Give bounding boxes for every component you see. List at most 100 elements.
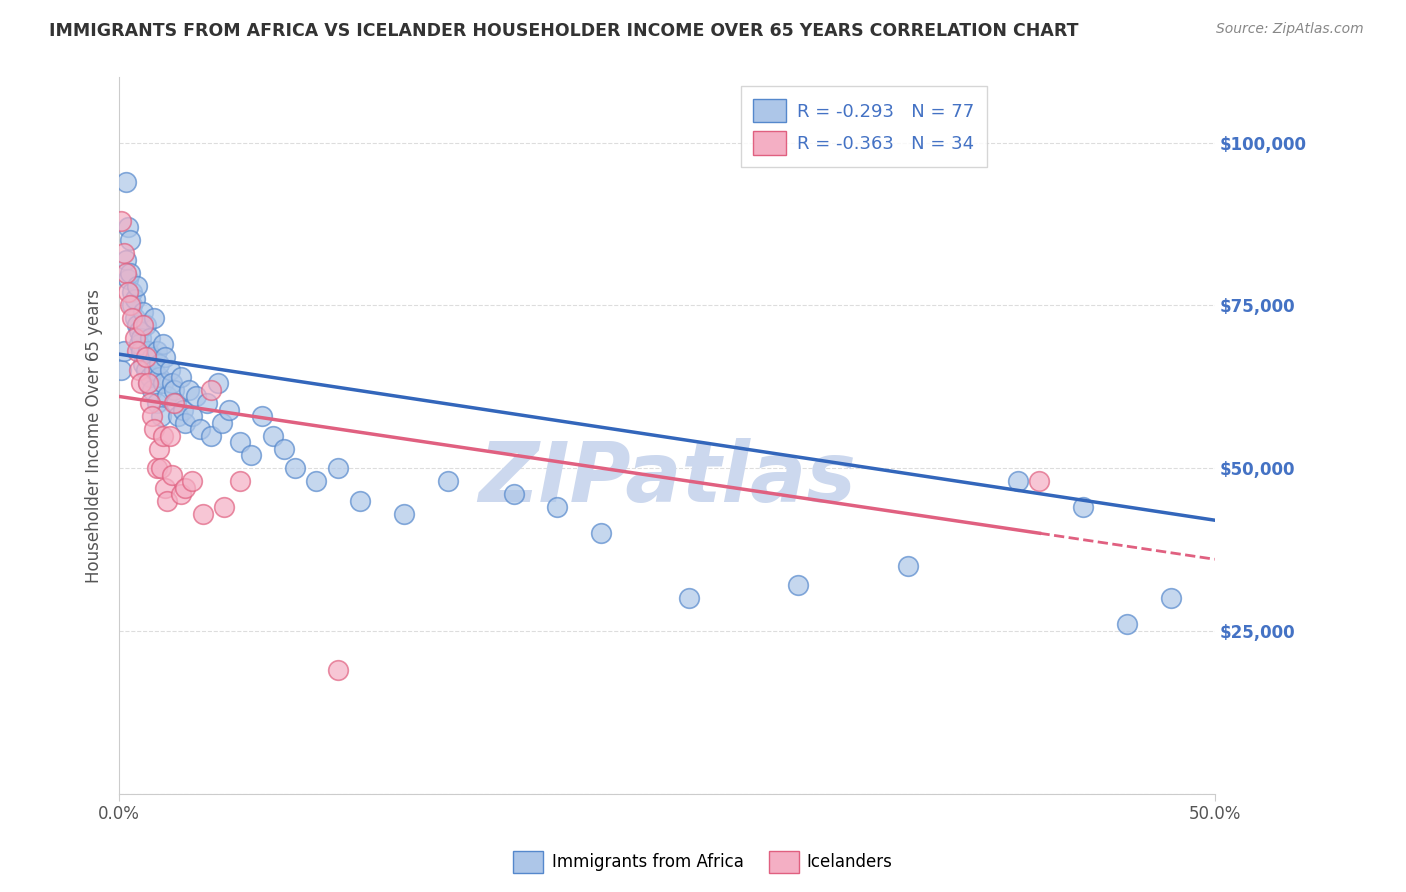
Point bbox=[148, 442, 170, 456]
Point bbox=[143, 422, 166, 436]
Point bbox=[117, 220, 139, 235]
Point bbox=[169, 370, 191, 384]
Point bbox=[159, 428, 181, 442]
Point bbox=[591, 526, 613, 541]
Point bbox=[121, 298, 143, 312]
Point bbox=[273, 442, 295, 456]
Point bbox=[678, 591, 700, 606]
Point bbox=[214, 500, 236, 515]
Point bbox=[135, 351, 157, 365]
Point bbox=[115, 252, 138, 267]
Point bbox=[132, 305, 155, 319]
Point bbox=[180, 474, 202, 488]
Point bbox=[135, 318, 157, 332]
Point bbox=[191, 507, 214, 521]
Point bbox=[239, 448, 262, 462]
Point bbox=[149, 461, 172, 475]
Legend: R = -0.293   N = 77, R = -0.363   N = 34: R = -0.293 N = 77, R = -0.363 N = 34 bbox=[741, 87, 987, 167]
Point bbox=[200, 383, 222, 397]
Point bbox=[1160, 591, 1182, 606]
Point bbox=[188, 422, 211, 436]
Point bbox=[179, 383, 201, 397]
Point bbox=[211, 416, 233, 430]
Point bbox=[120, 266, 142, 280]
Point bbox=[128, 324, 150, 338]
Point bbox=[141, 383, 163, 397]
Point bbox=[437, 474, 460, 488]
Point bbox=[250, 409, 273, 423]
Point bbox=[502, 487, 524, 501]
Point bbox=[136, 343, 159, 358]
Point bbox=[328, 461, 350, 475]
Point bbox=[139, 370, 162, 384]
Point bbox=[174, 416, 197, 430]
Point bbox=[129, 343, 152, 358]
Point bbox=[128, 337, 150, 351]
Point bbox=[125, 278, 148, 293]
Point bbox=[139, 396, 162, 410]
Point bbox=[897, 558, 920, 573]
Point bbox=[200, 428, 222, 442]
Point bbox=[143, 363, 166, 377]
Point bbox=[110, 213, 132, 227]
Point bbox=[115, 266, 138, 280]
Point bbox=[172, 402, 194, 417]
Point bbox=[305, 474, 328, 488]
Point bbox=[1028, 474, 1050, 488]
Point bbox=[121, 311, 143, 326]
Legend: Immigrants from Africa, Icelanders: Immigrants from Africa, Icelanders bbox=[506, 845, 900, 880]
Point bbox=[121, 285, 143, 300]
Point bbox=[155, 481, 177, 495]
Point bbox=[135, 363, 157, 377]
Point bbox=[787, 578, 810, 592]
Point bbox=[145, 396, 167, 410]
Point bbox=[145, 461, 167, 475]
Point bbox=[136, 376, 159, 391]
Point bbox=[115, 175, 138, 189]
Point bbox=[117, 285, 139, 300]
Point bbox=[124, 292, 146, 306]
Point bbox=[117, 272, 139, 286]
Point bbox=[132, 318, 155, 332]
Point bbox=[110, 363, 132, 377]
Point bbox=[112, 246, 135, 260]
Point bbox=[152, 428, 174, 442]
Text: IMMIGRANTS FROM AFRICA VS ICELANDER HOUSEHOLDER INCOME OVER 65 YEARS CORRELATION: IMMIGRANTS FROM AFRICA VS ICELANDER HOUS… bbox=[49, 22, 1078, 40]
Point bbox=[163, 383, 186, 397]
Point bbox=[174, 481, 197, 495]
Point bbox=[125, 343, 148, 358]
Point bbox=[112, 343, 135, 358]
Point bbox=[139, 331, 162, 345]
Point bbox=[155, 351, 177, 365]
Text: ZIPatlas: ZIPatlas bbox=[478, 438, 856, 519]
Point bbox=[124, 311, 146, 326]
Point bbox=[149, 409, 172, 423]
Y-axis label: Householder Income Over 65 years: Householder Income Over 65 years bbox=[86, 288, 103, 582]
Point bbox=[218, 402, 240, 417]
Point bbox=[160, 376, 183, 391]
Point bbox=[184, 389, 207, 403]
Point bbox=[349, 493, 371, 508]
Point bbox=[156, 493, 179, 508]
Point bbox=[152, 337, 174, 351]
Point bbox=[125, 318, 148, 332]
Point bbox=[148, 370, 170, 384]
Point bbox=[145, 343, 167, 358]
Point bbox=[136, 376, 159, 391]
Point bbox=[180, 409, 202, 423]
Point bbox=[229, 474, 252, 488]
Point bbox=[120, 298, 142, 312]
Point bbox=[1007, 474, 1029, 488]
Point bbox=[141, 409, 163, 423]
Point bbox=[141, 351, 163, 365]
Point bbox=[156, 389, 179, 403]
Point bbox=[143, 311, 166, 326]
Point bbox=[328, 663, 350, 677]
Point bbox=[169, 487, 191, 501]
Point bbox=[167, 409, 190, 423]
Text: Source: ZipAtlas.com: Source: ZipAtlas.com bbox=[1216, 22, 1364, 37]
Point bbox=[165, 396, 187, 410]
Point bbox=[129, 331, 152, 345]
Point bbox=[159, 363, 181, 377]
Point bbox=[148, 357, 170, 371]
